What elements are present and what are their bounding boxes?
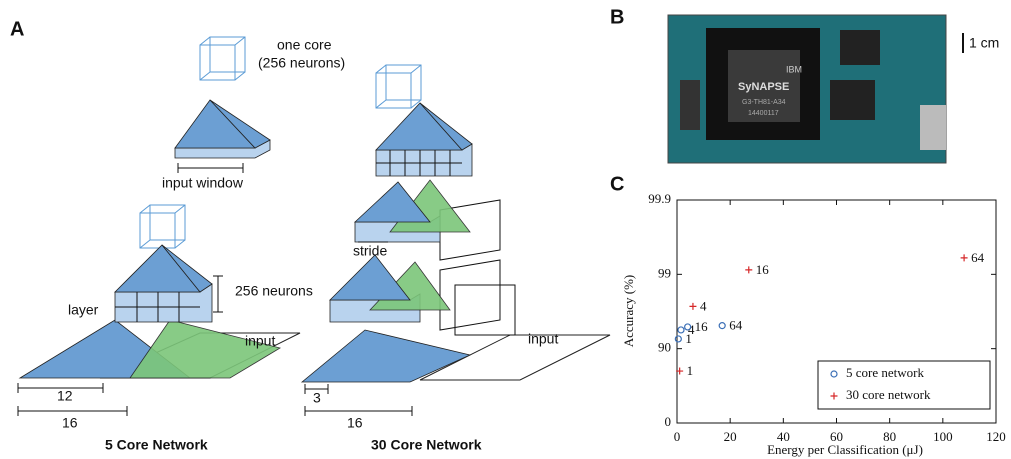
point-label: 16 [756,262,770,277]
point [675,336,681,342]
board-photo [668,15,946,163]
diagram-shapes [18,37,610,416]
point-label: 1 [687,363,694,378]
chip-text: 14400117 [748,110,779,117]
point [689,303,696,310]
x-tick-label: 0 [674,429,681,444]
legend-label: 5 core network [846,365,924,380]
dimension-label: 3 [313,390,321,406]
layer-label: layer [68,302,99,318]
input-label: input [528,331,558,347]
point-label: 16 [695,319,709,334]
x-tick-label: 60 [830,429,843,444]
point-label: 4 [700,298,707,313]
x-tick-label: 20 [724,429,737,444]
input-window-label: input window [162,175,244,191]
stride-label: stride [353,243,387,259]
y-tick-label: 99 [658,265,671,280]
point [719,323,725,329]
scale-label: 1 cm [969,35,999,51]
x-tick-label: 40 [777,429,790,444]
point-label: 64 [729,318,743,333]
x-tick-label: 100 [933,429,953,444]
legend-label: 30 core network [846,387,931,402]
x-tick-label: 80 [883,429,896,444]
y-tick-label: 90 [658,340,671,355]
core-sublabel: (256 neurons) [258,55,345,71]
chip-text: SyNAPSE [738,81,789,93]
x-tick-label: 120 [986,429,1006,444]
y-tick-label: 0 [665,414,672,429]
panel-label: C [610,173,624,195]
panel-label: A [10,18,24,40]
dimension-label: 12 [57,388,73,404]
dimension-label: 16 [347,415,363,431]
caption: 5 Core Network [105,437,208,453]
panel-label: B [610,6,624,28]
figure: A [0,0,1011,459]
neurons-label: 256 neurons [235,283,313,299]
chip-text: IBM [786,64,802,74]
caption: 30 Core Network [371,437,482,453]
point [961,254,968,261]
figure-svg: A [0,0,1011,459]
chip-text: G3-TH81-A34 [742,99,786,106]
point [745,266,752,273]
point-label: 64 [971,250,985,265]
dimension-label: 16 [62,415,78,431]
x-axis-title: Energy per Classification (μJ) [767,442,923,457]
point [678,327,684,333]
core-label: one core [277,37,332,53]
y-tick-label: 99.9 [648,191,671,206]
y-axis-title: Accuracy (%) [621,275,636,348]
input-label: input [245,333,275,349]
